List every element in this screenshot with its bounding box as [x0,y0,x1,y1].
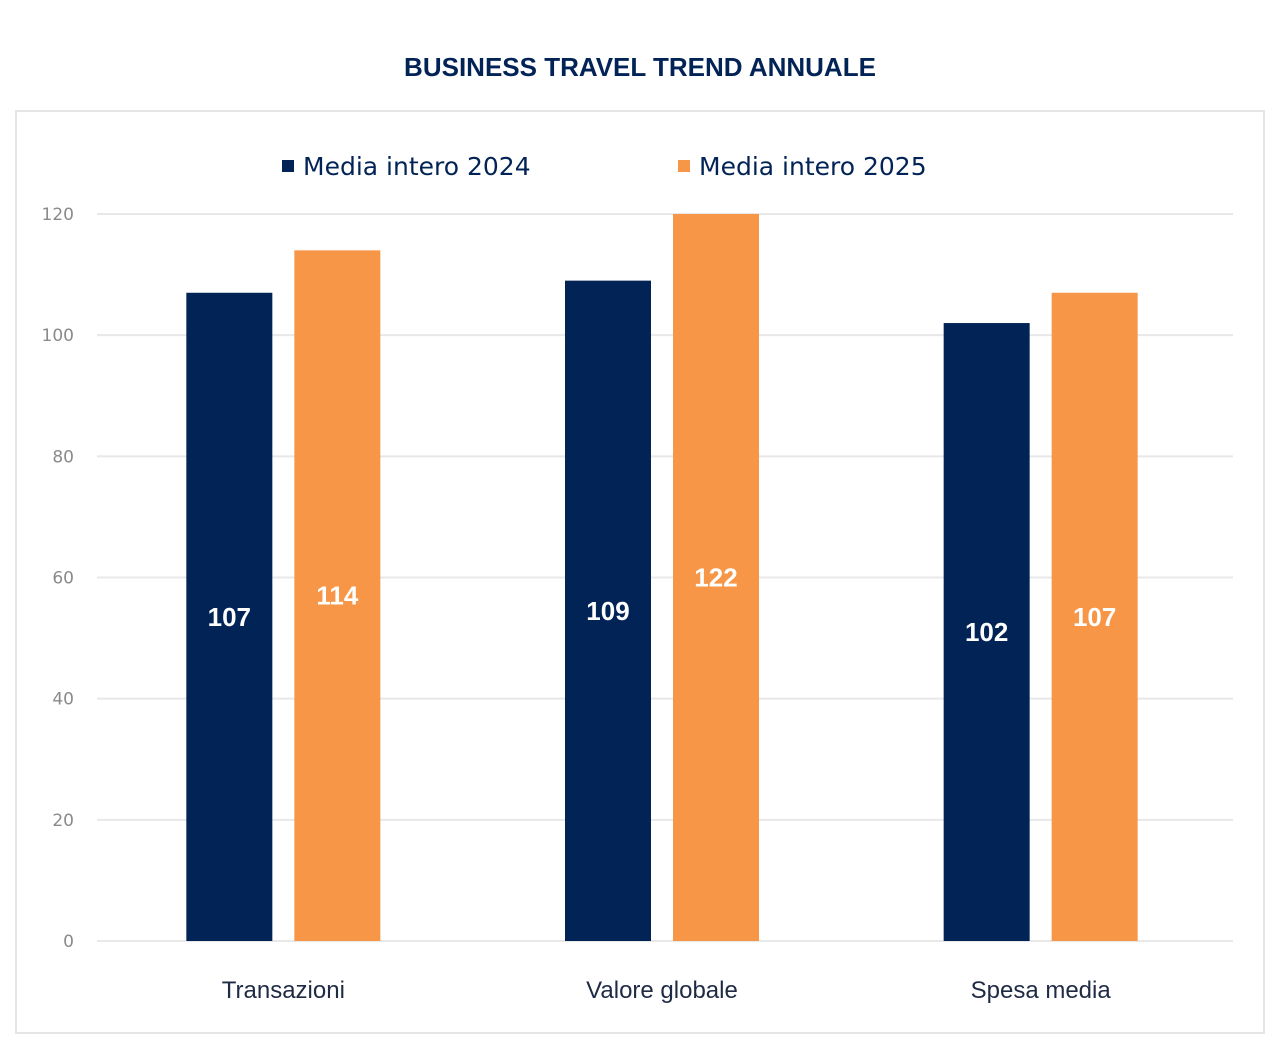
legend-swatch [678,160,690,172]
data-label: 102 [965,617,1008,647]
x-tick-label: Spesa media [971,977,1112,1004]
bar-2025 [294,250,381,942]
bar-2024 [565,280,651,941]
y-tick-label: 100 [42,326,74,346]
bar-2025 [673,214,759,941]
legend-label: Media intero 2024 [303,152,531,181]
y-tick-label: 80 [52,447,74,467]
data-label: 107 [1073,602,1116,632]
data-label: 107 [208,602,251,632]
data-label: 122 [694,563,737,593]
y-tick-label: 40 [52,690,74,710]
bar-2024 [943,323,1030,941]
x-tick-label: Valore globale [586,977,738,1004]
bar-2025 [1051,292,1138,942]
y-tick-label: 120 [42,205,74,225]
y-tick-label: 20 [52,811,74,831]
legend-swatch [282,160,294,172]
data-label: 114 [316,581,358,611]
chart-frame [15,110,1265,1034]
y-tick-label: 60 [52,569,74,589]
y-tick-label: 0 [63,932,74,952]
data-label: 109 [586,596,629,626]
bar-2024 [186,292,273,942]
x-tick-label: Transazioni [222,977,345,1004]
chart-title: BUSINESS TRAVEL TREND ANNUALE [404,52,876,82]
legend-label: Media intero 2025 [699,152,927,181]
